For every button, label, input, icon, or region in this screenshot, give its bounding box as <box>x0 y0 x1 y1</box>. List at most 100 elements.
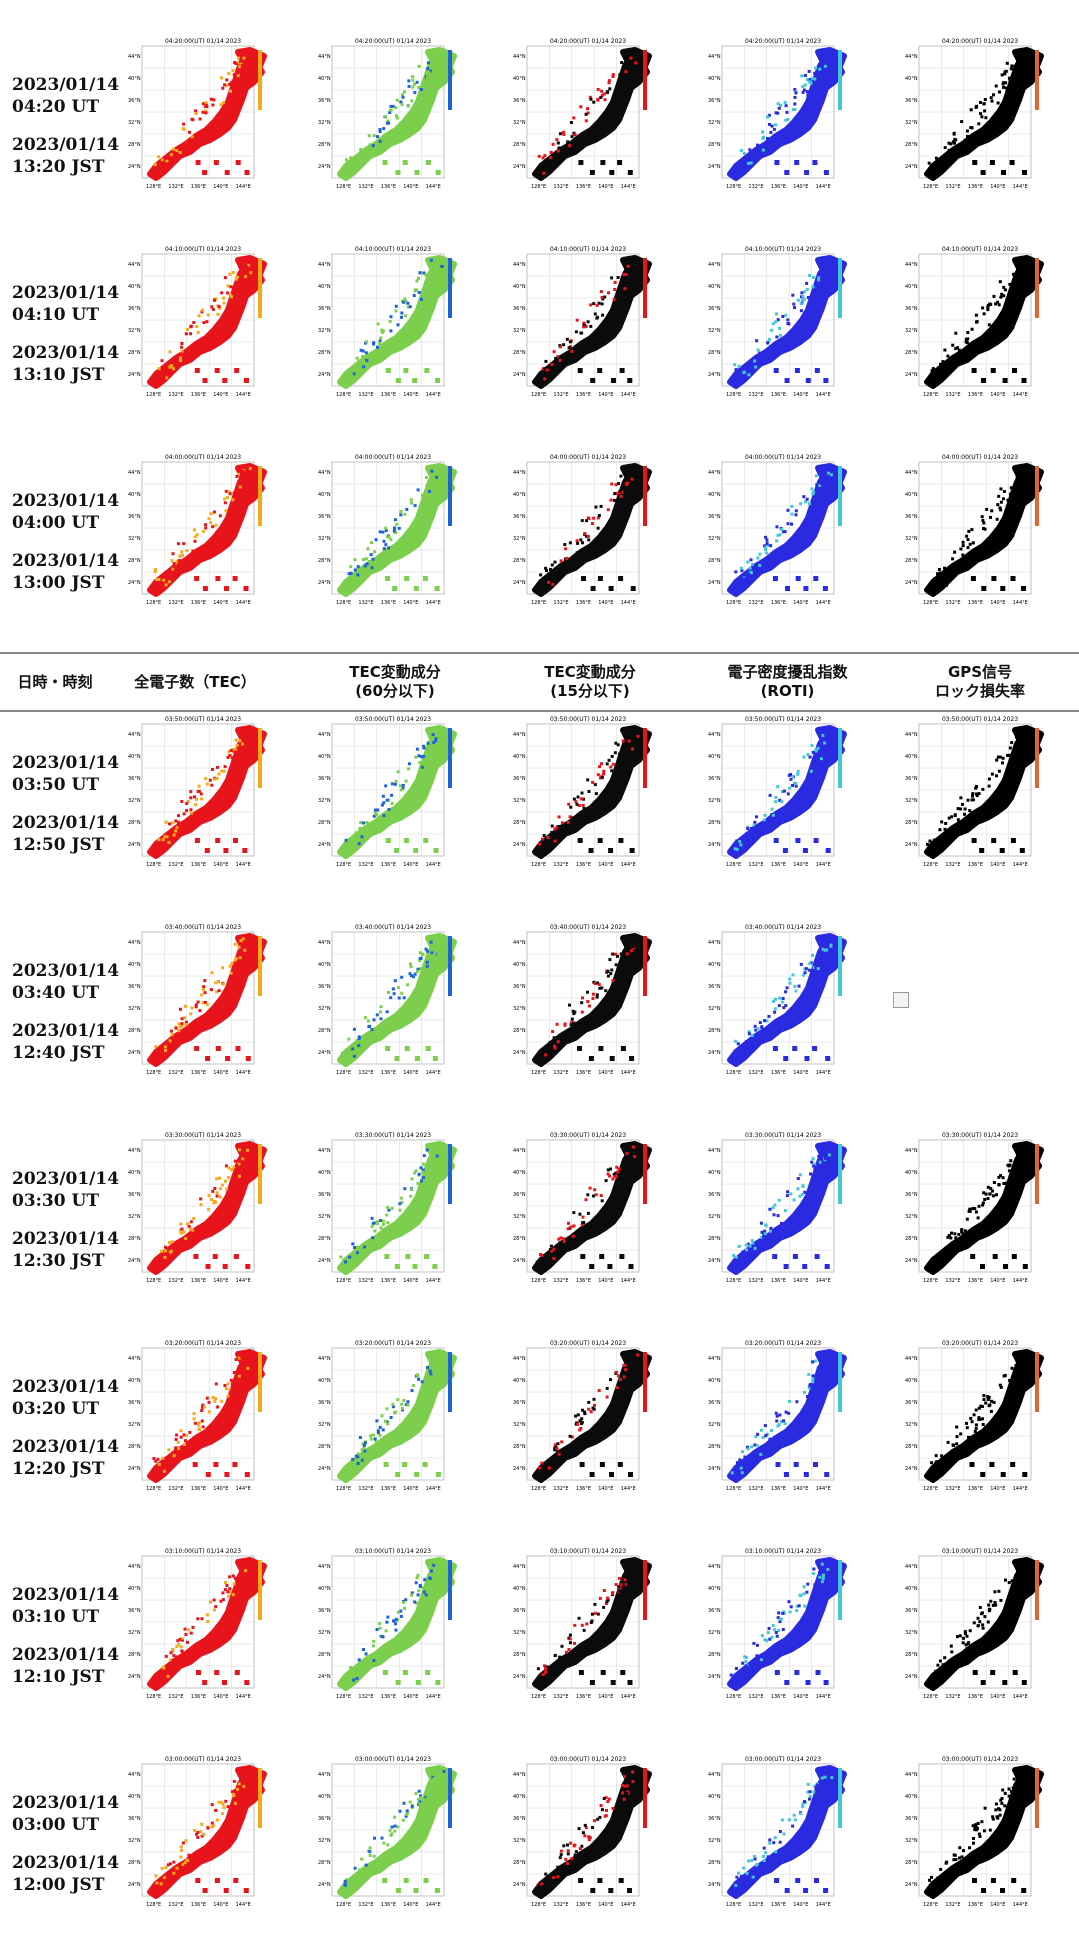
lon-tick-label: 144°E <box>816 1694 831 1700</box>
lon-tick-label: 144°E <box>621 1486 636 1492</box>
lat-tick-label: 32°N <box>318 1630 331 1636</box>
lon-tick-label: 132°E <box>168 1694 183 1700</box>
lat-tick-label: 24°N <box>708 580 721 586</box>
lon-tick-label: 144°E <box>816 184 831 190</box>
row-ut-date: 2023/01/14 <box>12 75 120 95</box>
lat-tick-label: 44°N <box>318 262 331 268</box>
map-title: 04:10:00(UT) 01/14 2023 <box>942 246 1018 253</box>
map-figure: 03:30:00(UT) 01/14 2023 44°N 40°N 36°N 32°N 2… <box>905 1132 1044 1284</box>
lat-tick-label: 40°N <box>905 754 918 760</box>
map-title: 03:40:00(UT) 01/14 2023 <box>550 924 626 931</box>
lon-tick-label: 144°E <box>816 1070 831 1076</box>
lat-tick-label: 28°N <box>128 1028 141 1034</box>
lat-tick-label: 36°N <box>513 1816 526 1822</box>
row-jst-time: 13:00 JST <box>12 573 105 593</box>
lon-tick-label: 140°E <box>793 1070 808 1076</box>
map-tec: 03:40:00(UT) 01/14 2023 44°N 40°N 36°N 32°N 2… <box>128 922 278 1082</box>
row-ut-date: 2023/01/14 <box>12 1169 120 1189</box>
lat-tick-label: 36°N <box>128 776 141 782</box>
map-title: 04:00:00(UT) 01/14 2023 <box>355 454 431 461</box>
map-tec: 03:10:00(UT) 01/14 2023 44°N 40°N 36°N 32°N 2… <box>128 1546 278 1706</box>
row-jst-date: 2023/01/14 <box>12 343 120 363</box>
map-figure: 04:00:00(UT) 01/14 2023 44°N 40°N 36°N 32°N 2… <box>128 454 267 606</box>
lat-tick-label: 32°N <box>708 536 721 542</box>
lat-tick-label: 44°N <box>513 1356 526 1362</box>
lon-tick-label: 132°E <box>358 1486 373 1492</box>
lat-tick-label: 36°N <box>513 1608 526 1614</box>
header-tec: 全電子数（TEC） <box>134 672 256 691</box>
lat-tick-label: 40°N <box>708 1794 721 1800</box>
lat-tick-label: 44°N <box>708 1772 721 1778</box>
lon-tick-label: 136°E <box>381 600 396 606</box>
lat-tick-label: 44°N <box>513 1148 526 1154</box>
lon-tick-label: 128°E <box>923 600 938 606</box>
row-datetime-label: 2023/01/14 03:10 UT 2023/01/14 12:10 JST <box>12 1584 119 1688</box>
lat-tick-label: 28°N <box>708 558 721 564</box>
lon-tick-label: 140°E <box>213 1278 228 1284</box>
lon-tick-label: 144°E <box>426 1070 441 1076</box>
lon-tick-label: 136°E <box>381 862 396 868</box>
lon-tick-label: 128°E <box>146 392 161 398</box>
lon-tick-label: 140°E <box>793 184 808 190</box>
lon-tick-label: 136°E <box>771 1070 786 1076</box>
lon-tick-label: 144°E <box>1013 1694 1028 1700</box>
lat-tick-label: 32°N <box>318 1838 331 1844</box>
map-figure: 03:10:00(UT) 01/14 2023 44°N 40°N 36°N 32°N 2… <box>905 1548 1044 1700</box>
lat-tick-label: 36°N <box>905 514 918 520</box>
lon-tick-label: 132°E <box>553 600 568 606</box>
lon-tick-label: 144°E <box>1013 1278 1028 1284</box>
lon-tick-label: 136°E <box>576 1278 591 1284</box>
lon-tick-label: 128°E <box>146 1486 161 1492</box>
lon-tick-label: 140°E <box>213 1070 228 1076</box>
lat-tick-label: 40°N <box>318 754 331 760</box>
lon-tick-label: 128°E <box>531 184 546 190</box>
lat-tick-label: 24°N <box>513 1050 526 1056</box>
lat-tick-label: 32°N <box>128 1422 141 1428</box>
lat-tick-label: 40°N <box>318 1170 331 1176</box>
lat-tick-label: 24°N <box>318 1882 331 1888</box>
lat-tick-label: 28°N <box>513 820 526 826</box>
map-lol: 03:20:00(UT) 01/14 2023 44°N 40°N 36°N 32°N 2… <box>905 1338 1055 1498</box>
lat-tick-label: 32°N <box>128 1006 141 1012</box>
lat-tick-label: 44°N <box>318 1356 331 1362</box>
lat-tick-label: 44°N <box>318 1772 331 1778</box>
lat-tick-label: 40°N <box>318 1586 331 1592</box>
row-ut-date: 2023/01/14 <box>12 1793 120 1813</box>
lat-tick-label: 24°N <box>513 580 526 586</box>
lat-tick-label: 40°N <box>128 754 141 760</box>
map-figure: 03:50:00(UT) 01/14 2023 44°N 40°N 36°N 32°N 2… <box>128 716 267 868</box>
lat-tick-label: 24°N <box>318 1258 331 1264</box>
lon-tick-label: 140°E <box>793 1694 808 1700</box>
lon-tick-label: 132°E <box>358 862 373 868</box>
map-figure: 04:10:00(UT) 01/14 2023 44°N 40°N 36°N 32°N 2… <box>905 246 1044 398</box>
lat-tick-label: 36°N <box>513 1192 526 1198</box>
lon-tick-label: 140°E <box>598 1902 613 1908</box>
lat-tick-label: 24°N <box>513 1674 526 1680</box>
lon-tick-label: 136°E <box>191 392 206 398</box>
map-figure: 03:20:00(UT) 01/14 2023 44°N 40°N 36°N 32°N 2… <box>128 1340 267 1492</box>
lat-tick-label: 44°N <box>513 54 526 60</box>
lon-tick-label: 140°E <box>598 392 613 398</box>
map-tec60: 03:40:00(UT) 01/14 2023 44°N 40°N 36°N 32°N 2… <box>318 922 468 1082</box>
map-title: 04:10:00(UT) 01/14 2023 <box>355 246 431 253</box>
lon-tick-label: 128°E <box>923 1278 938 1284</box>
lon-tick-label: 128°E <box>726 862 741 868</box>
lon-tick-label: 144°E <box>621 600 636 606</box>
lat-tick-label: 40°N <box>128 1586 141 1592</box>
lon-tick-label: 128°E <box>726 1070 741 1076</box>
lon-tick-label: 132°E <box>748 1902 763 1908</box>
lon-tick-label: 136°E <box>576 862 591 868</box>
map-tec15: 03:10:00(UT) 01/14 2023 44°N 40°N 36°N 32°N 2… <box>513 1546 663 1706</box>
lon-tick-label: 144°E <box>621 392 636 398</box>
lat-tick-label: 40°N <box>708 754 721 760</box>
lat-tick-label: 24°N <box>128 1050 141 1056</box>
lat-tick-label: 44°N <box>128 262 141 268</box>
row-ut-time: 04:00 UT <box>12 513 99 533</box>
map-figure: 04:10:00(UT) 01/14 2023 44°N 40°N 36°N 32°N 2… <box>513 246 652 398</box>
lat-tick-label: 32°N <box>513 1214 526 1220</box>
lat-tick-label: 44°N <box>708 1356 721 1362</box>
lat-tick-label: 24°N <box>318 1466 331 1472</box>
lat-tick-label: 44°N <box>128 1356 141 1362</box>
lat-tick-label: 32°N <box>905 1838 918 1844</box>
lon-tick-label: 132°E <box>748 184 763 190</box>
